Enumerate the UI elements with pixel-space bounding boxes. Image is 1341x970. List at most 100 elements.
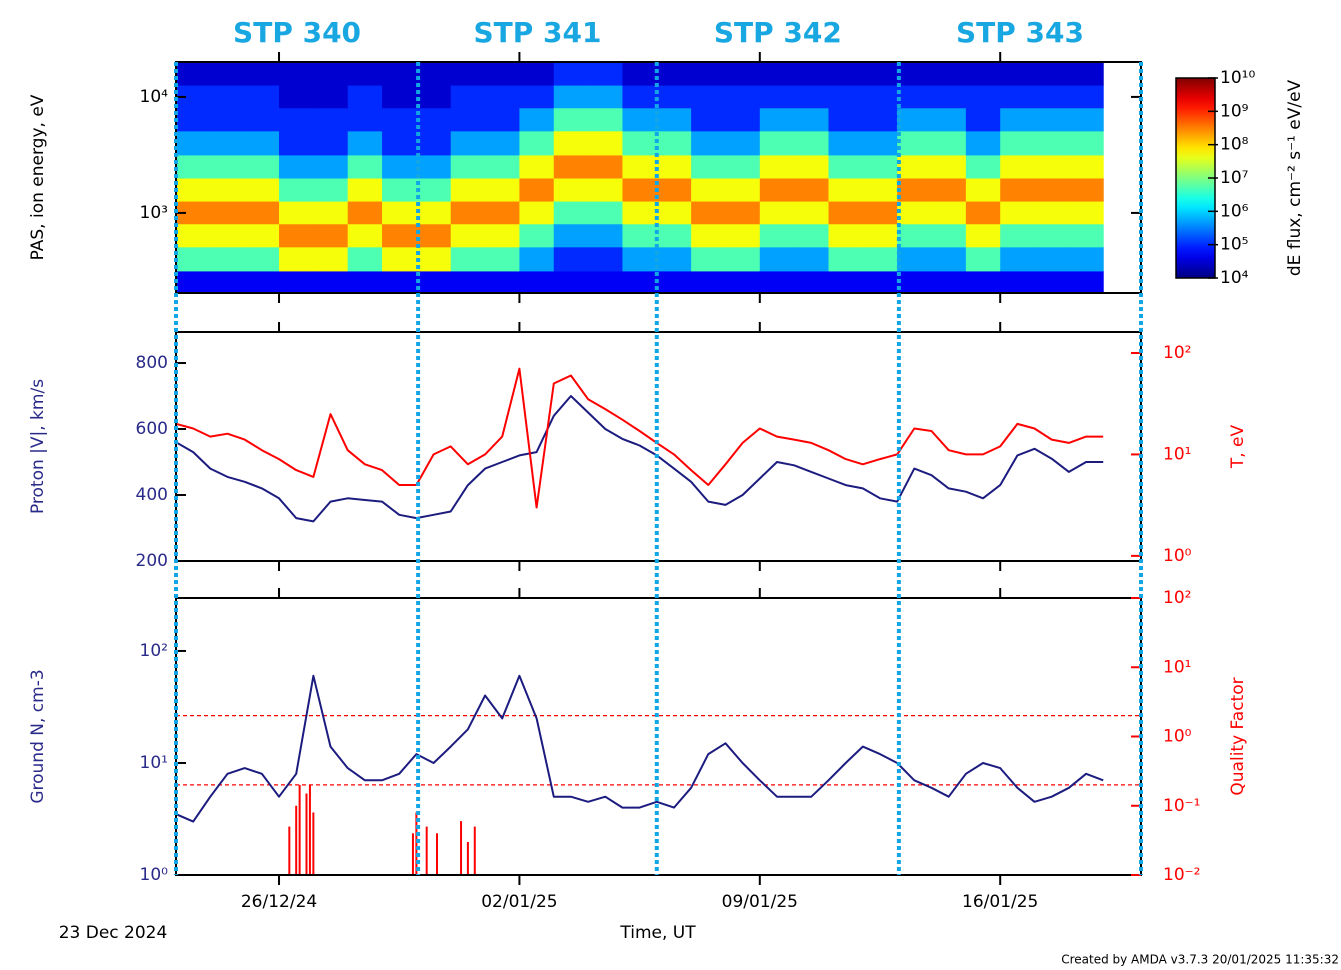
y2-tick-label: 10²	[1163, 343, 1191, 363]
spectrogram-cell	[450, 154, 486, 179]
spectrogram-cell	[210, 85, 246, 109]
spectrogram-cell	[279, 85, 314, 109]
spectrogram-cell	[313, 154, 349, 179]
spectrogram-cell	[176, 62, 211, 86]
spectrogram-cell	[519, 62, 555, 86]
spectrogram-cell	[1034, 62, 1070, 86]
spectrogram-cell	[176, 223, 211, 248]
spectrogram-cell	[897, 246, 933, 272]
spectrogram-cell	[1034, 130, 1070, 156]
spectrogram-cell	[347, 177, 383, 202]
spectrogram-cell	[862, 177, 898, 202]
spectrogram-cell	[897, 201, 933, 225]
spectrogram-cell	[416, 223, 452, 248]
spectrogram-cell	[519, 201, 555, 225]
spectrogram-cell	[416, 107, 452, 132]
spectrogram-cell	[347, 201, 383, 225]
spectrogram-cell	[794, 223, 829, 248]
spectrogram-cell	[656, 85, 692, 109]
footer: Created by AMDA v3.7.3 20/01/2025 11:35:…	[1061, 953, 1339, 967]
spectrogram-cell	[691, 62, 726, 86]
spectrogram-cell	[588, 201, 623, 225]
spectrogram-cell	[725, 85, 761, 109]
spectrogram-cell	[931, 130, 967, 156]
spectrogram-cell	[794, 62, 829, 86]
spectrogram-cell	[759, 270, 795, 293]
spectrogram-cell	[622, 223, 658, 248]
spectrogram-cell	[347, 246, 383, 272]
spectrogram-cell	[416, 130, 452, 156]
spectrogram-cell	[519, 270, 555, 293]
spectrogram-cell	[279, 154, 314, 179]
spectrogram-cell	[279, 130, 314, 156]
spectrogram-cell	[382, 154, 417, 179]
spectrogram-cell	[656, 107, 692, 132]
spectrogram-cell	[416, 85, 452, 109]
spectrogram-cell	[176, 130, 211, 156]
spectrogram-cell	[519, 246, 555, 272]
spectrogram-cell	[622, 270, 658, 293]
spectrogram-cell	[691, 246, 726, 272]
spectrogram-cell	[244, 201, 280, 225]
spectrogram-cell	[725, 223, 761, 248]
spectrogram-cell	[759, 154, 795, 179]
spectrogram-cell	[210, 62, 246, 86]
stp-label: STP 342	[714, 16, 842, 49]
y-tick-label: 10³	[140, 203, 168, 223]
spectrogram-cell	[828, 246, 864, 272]
spectrogram-cell	[1068, 62, 1104, 86]
spectrogram-cell	[1068, 85, 1104, 109]
spectrogram-cell	[553, 246, 589, 272]
spectrogram-cell	[347, 223, 383, 248]
spectrogram-cell	[519, 223, 555, 248]
spectrogram-cell	[210, 246, 246, 272]
spectrogram-cell	[965, 201, 1001, 225]
spectrogram-cell	[553, 85, 589, 109]
colorbar-tick-label: 10⁴	[1220, 268, 1249, 288]
spectrogram-cell	[794, 177, 829, 202]
spectrogram-cell	[1034, 201, 1070, 225]
spectrogram-cell	[828, 85, 864, 109]
spectrogram-cell	[1034, 246, 1070, 272]
spectrogram-cell	[759, 177, 795, 202]
spectrogram-cell	[1000, 177, 1036, 202]
spectrogram-cell	[931, 201, 967, 225]
spectrogram-cell	[1000, 201, 1036, 225]
spectrogram-cell	[347, 130, 383, 156]
spectrogram-cell	[794, 246, 829, 272]
spectrogram-cell	[1000, 223, 1036, 248]
y-tick-label: 200	[136, 551, 168, 571]
spectrogram-cell	[1000, 270, 1036, 293]
y-tick-label: 600	[136, 419, 168, 439]
spectrogram-cell	[553, 154, 589, 179]
spectrogram-cell	[1068, 201, 1104, 225]
spectrogram-cell	[485, 270, 520, 293]
spectrogram-cell	[382, 177, 417, 202]
y2-tick-label: 10⁻¹	[1163, 796, 1200, 816]
spectrogram-cell	[931, 246, 967, 272]
spectrogram-cell	[347, 85, 383, 109]
spectrogram-cell	[553, 270, 589, 293]
spectrogram-cell	[691, 130, 726, 156]
spectrogram-cell	[897, 177, 933, 202]
spectrogram-cell	[1034, 223, 1070, 248]
spectrogram-cell	[450, 177, 486, 202]
spectrogram-cell	[1068, 107, 1104, 132]
spectrogram-cell	[1068, 270, 1104, 293]
spectrogram-cell	[416, 270, 452, 293]
spectrogram-cell	[279, 246, 314, 272]
spectrogram-cell	[656, 270, 692, 293]
spectrogram-cell	[519, 107, 555, 132]
spectrogram-cell	[313, 85, 349, 109]
plot-area	[176, 62, 1104, 293]
spectrogram-cell	[244, 246, 280, 272]
spectrogram-cell	[176, 177, 211, 202]
spectrogram-cell	[862, 107, 898, 132]
spectrogram-cell	[519, 177, 555, 202]
spectrogram-cell	[965, 246, 1001, 272]
spectrogram-cell	[347, 107, 383, 132]
x-axis-label: Time, UT	[619, 923, 696, 943]
spectrogram-cell	[897, 107, 933, 132]
spectrogram-cell	[382, 201, 417, 225]
spectrogram-cell	[1068, 246, 1104, 272]
